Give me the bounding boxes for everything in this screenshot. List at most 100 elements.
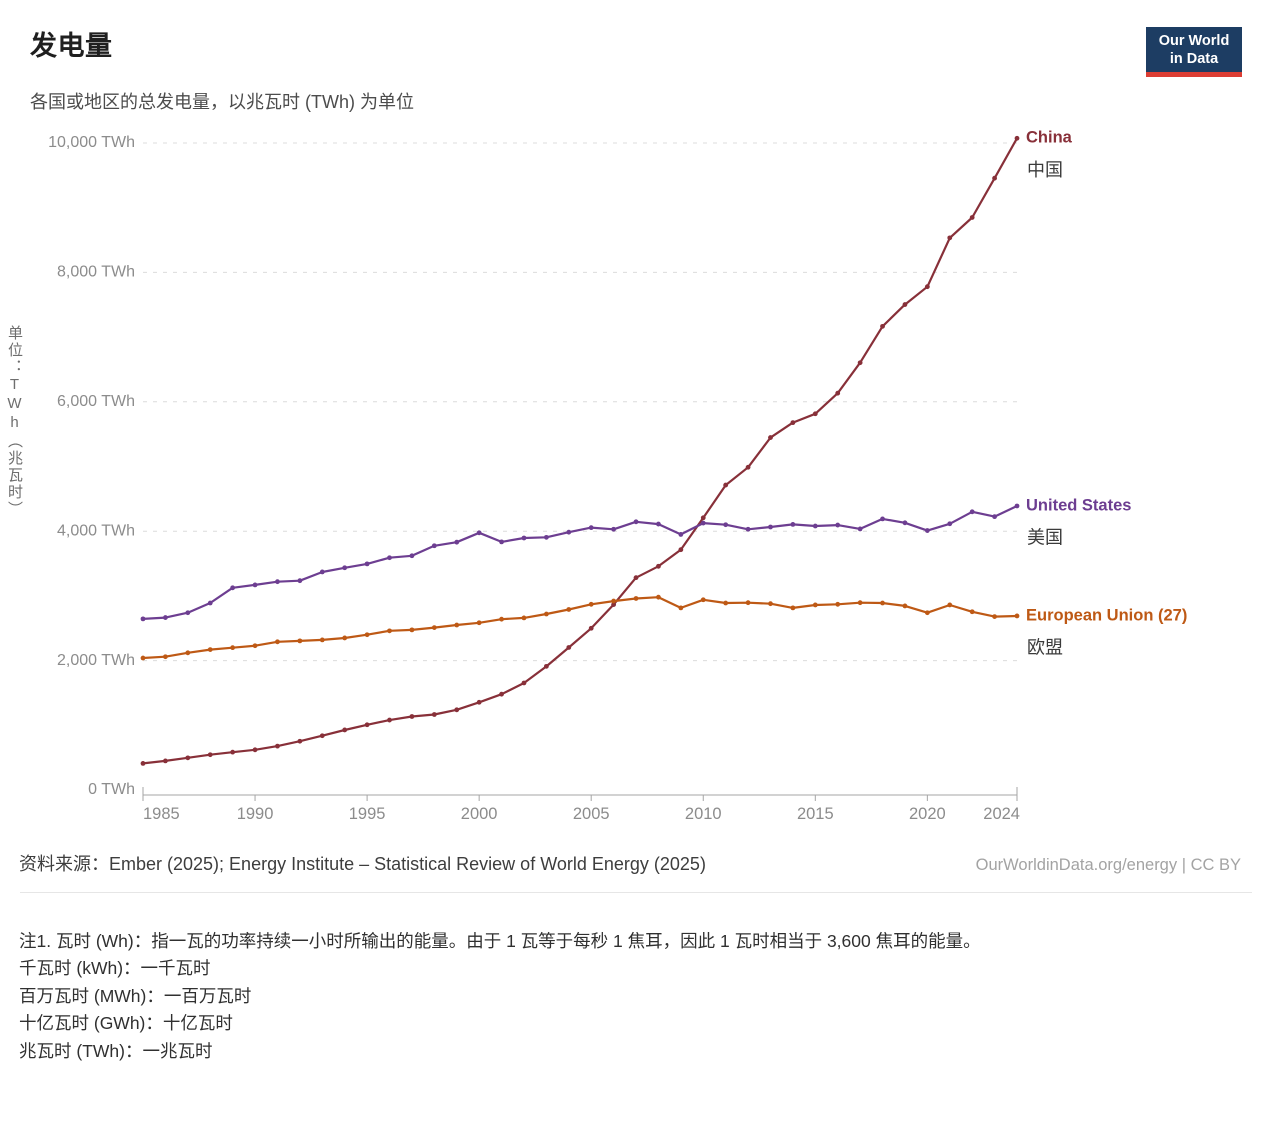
data-point [700, 597, 706, 603]
data-point [185, 610, 191, 616]
x-tick-label: 1995 [349, 805, 386, 823]
data-point [297, 578, 303, 584]
y-tick-label: 0 TWh [88, 781, 135, 798]
data-point [588, 601, 594, 607]
y-tick-label: 6,000 TWh [57, 393, 135, 410]
data-point [387, 628, 392, 634]
data-point [812, 523, 818, 529]
data-point [969, 609, 975, 615]
data-point [745, 526, 751, 532]
data-point [140, 655, 146, 661]
data-point [880, 516, 885, 522]
data-point [969, 509, 975, 515]
data-point [342, 635, 348, 641]
data-point [409, 714, 415, 719]
data-point [924, 528, 930, 533]
data-point [275, 743, 280, 749]
data-point [611, 598, 617, 604]
data-point [521, 680, 527, 686]
data-point [230, 645, 236, 651]
data-point [319, 733, 325, 739]
data-point [409, 627, 415, 633]
data-point [588, 525, 594, 531]
data-point [656, 594, 661, 600]
data-point [723, 482, 729, 488]
series-label-local[interactable]: 美国 [1027, 528, 1063, 548]
data-point [543, 611, 549, 617]
data-point [768, 435, 773, 440]
data-point [880, 600, 885, 606]
data-point [880, 323, 885, 329]
series-label[interactable]: European Union (27) [1026, 606, 1187, 624]
line-united-states[interactable] [142, 505, 1018, 620]
owid-logo-line1: Our World [1158, 32, 1230, 49]
data-point [1014, 613, 1020, 619]
chart-title: 发电量 [30, 31, 113, 61]
credit-link[interactable]: OurWorldinData.org/energy | CC BY [975, 856, 1241, 874]
data-point [992, 175, 997, 181]
series-label[interactable]: China [1026, 129, 1073, 147]
data-point [992, 614, 997, 620]
y-tick-label: 10,000 TWh [48, 134, 135, 151]
series-label-local[interactable]: 中国 [1027, 160, 1063, 180]
data-point [163, 758, 168, 764]
data-point [364, 561, 370, 567]
owid-logo[interactable]: Our World in Data [1146, 27, 1242, 77]
data-point [678, 532, 684, 537]
data-point [230, 585, 236, 591]
x-tick-label: 1990 [237, 805, 274, 823]
data-point [723, 600, 729, 606]
data-point [521, 615, 527, 621]
footnote-line: 兆瓦时 (TWh)：一兆瓦时 [19, 1040, 213, 1061]
y-tick-label: 4,000 TWh [57, 522, 135, 539]
data-point [745, 464, 751, 470]
data-point [857, 360, 863, 366]
line-china[interactable] [142, 137, 1018, 765]
data-point [275, 579, 280, 585]
data-point [543, 534, 549, 540]
footnote-line: 百万瓦时 (MWh)：一百万瓦时 [19, 985, 252, 1006]
data-point [409, 553, 415, 559]
data-point [543, 663, 549, 669]
data-point [207, 752, 213, 758]
data-point [678, 547, 684, 553]
data-point [924, 610, 930, 616]
data-point [499, 691, 504, 697]
line-european-union-27-[interactable] [142, 596, 1018, 660]
data-point [611, 602, 617, 607]
footnote-line: 千瓦时 (kWh)：一千瓦时 [19, 958, 211, 979]
chart-subtitle: 各国或地区的总发电量，以兆瓦时 (TWh) 为单位 [30, 92, 414, 112]
series-label[interactable]: United States [1026, 496, 1131, 514]
data-point [700, 515, 706, 521]
data-point [790, 522, 796, 527]
series-label-local[interactable]: 欧盟 [1027, 638, 1063, 658]
footnote-line: 十亿瓦时 (GWh)：十亿瓦时 [19, 1013, 233, 1034]
footer-divider [20, 892, 1252, 893]
x-tick-label: 2015 [797, 805, 834, 823]
data-point [723, 522, 729, 528]
data-point [207, 647, 213, 653]
data-point [812, 411, 818, 417]
data-point [633, 519, 639, 525]
data-point [656, 521, 661, 527]
data-point [499, 616, 504, 622]
data-point [297, 638, 303, 644]
data-point [857, 526, 863, 532]
data-point [431, 625, 437, 631]
footnote-line: 注1. 瓦时 (Wh)：指一瓦的功率持续一小时所输出的能量。由于 1 瓦等于每秒… [19, 931, 981, 951]
data-point [499, 539, 504, 545]
data-point [1014, 135, 1020, 141]
data-point [1014, 503, 1020, 509]
data-point [207, 600, 213, 606]
data-point [163, 654, 168, 660]
data-point [902, 302, 908, 307]
data-point [454, 622, 460, 628]
data-point [252, 747, 258, 753]
data-point [947, 602, 953, 608]
data-point [319, 637, 325, 643]
source-text: 资料来源：Ember (2025); Energy Institute – St… [19, 854, 706, 874]
data-point [342, 565, 348, 571]
data-point [857, 600, 863, 606]
